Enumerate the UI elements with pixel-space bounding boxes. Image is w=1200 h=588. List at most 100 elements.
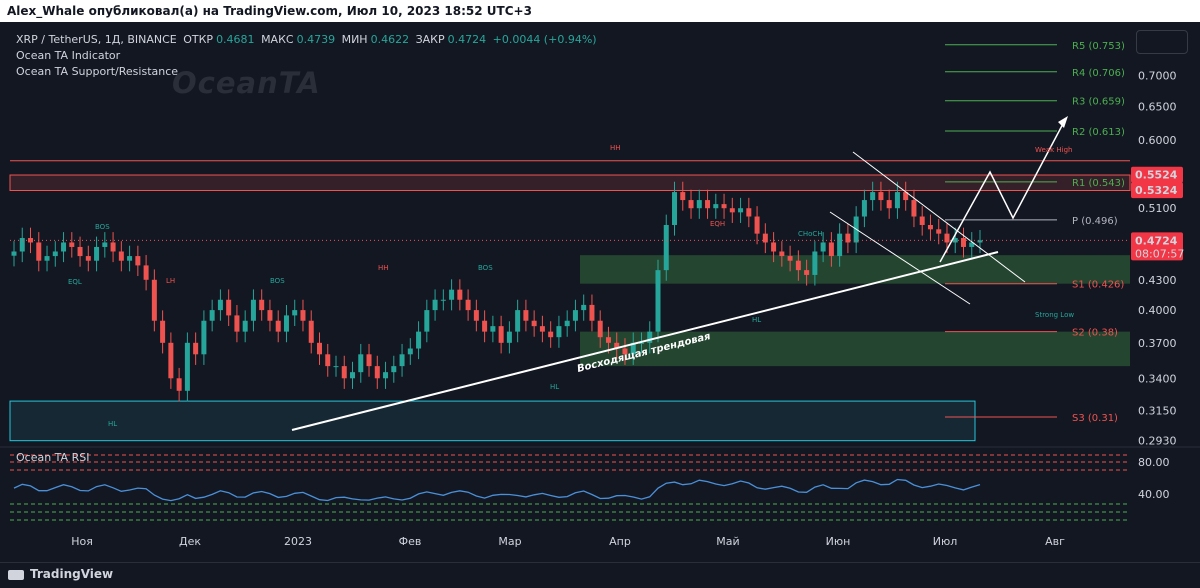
candle-body <box>283 315 289 332</box>
candle-body <box>927 224 933 230</box>
candle-body <box>886 200 892 209</box>
legend-indicator-1[interactable]: Ocean TA Indicator <box>16 49 121 62</box>
price-tick: 0.4000 <box>1138 304 1177 317</box>
price-tick: 0.5100 <box>1138 202 1177 215</box>
tradingview-logo-icon <box>8 569 24 580</box>
candle-body <box>861 200 867 217</box>
candle-body <box>878 192 884 201</box>
candle-body <box>193 342 199 355</box>
candle-body <box>820 242 826 252</box>
legend-low-value: 0.4622 <box>370 33 410 46</box>
candle-body <box>787 256 793 261</box>
channel-line <box>852 151 1026 283</box>
candle-body <box>383 372 389 379</box>
candle-body <box>746 208 752 217</box>
footer-brand: TradingView <box>30 567 114 581</box>
candle-body <box>424 310 430 332</box>
candle-body <box>688 200 694 209</box>
legend-high-value: 0.4739 <box>296 33 336 46</box>
legend-low-label: МИН <box>341 33 368 46</box>
candle-body <box>647 331 653 343</box>
price-tick: 0.3700 <box>1138 337 1177 350</box>
zones-layer <box>9 160 1131 442</box>
rsi-tick: 80.00 <box>1138 456 1170 469</box>
candle-body <box>779 251 785 257</box>
candle-body <box>44 256 50 261</box>
structure-label: EQH <box>710 220 725 228</box>
structure-label: BOS <box>95 223 110 231</box>
candle-body <box>490 326 496 332</box>
candle-body <box>209 310 215 321</box>
candle-body <box>325 354 331 367</box>
candle-body <box>721 204 727 209</box>
legend-open-value: 0.4681 <box>216 33 255 46</box>
candle-body <box>358 354 364 373</box>
price-tick: 0.6500 <box>1138 100 1177 113</box>
candle-body <box>589 304 595 321</box>
pivot-label: R1 (0.543) <box>1072 178 1125 189</box>
candle-body <box>11 251 17 256</box>
candle-body <box>135 256 141 266</box>
candle-body <box>52 251 58 257</box>
rsi-line <box>13 478 981 502</box>
candle-body <box>77 246 83 257</box>
time-tick: 2023 <box>284 535 312 548</box>
candle-body <box>977 240 983 243</box>
candle-body <box>374 366 380 379</box>
candle-body <box>184 342 190 391</box>
candle-body <box>614 342 620 349</box>
candle-body <box>705 200 711 209</box>
rsi-label[interactable]: Ocean TA RSI <box>16 451 90 464</box>
legend-indicator-2[interactable]: Ocean TA Support/Resistance <box>16 65 179 78</box>
candle-body <box>416 331 422 349</box>
tradingview-logo[interactable]: TradingView <box>8 567 113 581</box>
candle-body <box>762 233 768 243</box>
candle-body <box>837 233 843 257</box>
price-tick: 0.6000 <box>1138 134 1177 147</box>
legend-close-value: 0.4724 <box>447 33 487 46</box>
structure-label: CHoCH <box>798 230 823 238</box>
candle-body <box>102 242 108 247</box>
price-tag-bg <box>1131 232 1183 261</box>
time-tick: Дек <box>179 535 201 548</box>
time-tick: Ноя <box>71 535 93 548</box>
candle-body <box>333 366 339 368</box>
candle-body <box>110 242 116 252</box>
candle-body <box>969 242 975 247</box>
candle-body <box>432 299 438 311</box>
candle-body <box>845 233 851 243</box>
time-tick: Июн <box>826 535 851 548</box>
strong-low-label: Strong Low <box>1035 311 1074 319</box>
pivot-label: R5 (0.753) <box>1072 41 1125 52</box>
projection-path <box>939 119 1066 263</box>
chart-control-box[interactable] <box>1136 30 1188 54</box>
candle-body <box>465 299 471 311</box>
legend-symbol: XRP / TetherUS, 1Д, BINANCE <box>16 33 177 46</box>
candle-body <box>234 315 240 332</box>
publisher-line: Alex_Whale опубликовал(а) на TradingView… <box>7 4 532 18</box>
candle-body <box>655 270 661 332</box>
zone-support <box>580 331 1130 367</box>
time-tick: Мар <box>498 535 521 548</box>
candle-body <box>638 342 644 344</box>
candle-body <box>316 342 322 355</box>
candle-body <box>250 299 256 321</box>
candle-body <box>523 310 529 321</box>
candle-body <box>605 337 611 343</box>
candle-body <box>275 320 281 332</box>
legend-high-label: МАКС <box>261 33 294 46</box>
legend-ohlc-line: XRP / TetherUS, 1Д, BINANCE ОТКР 0.4681 М… <box>16 32 600 48</box>
time-tick: Фев <box>399 535 422 548</box>
candle-body <box>911 200 917 217</box>
structure-label: BOS <box>270 277 285 285</box>
legend-change: +0.0044 (+0.94%) <box>492 33 597 46</box>
rsi-tick: 40.00 <box>1138 488 1170 501</box>
candle-body <box>201 320 207 355</box>
time-tick: Май <box>716 535 739 548</box>
candle-body <box>870 192 876 201</box>
price-tag-value: 0.5524 <box>1135 169 1178 182</box>
candle-body <box>259 299 265 311</box>
candle-body <box>936 229 942 234</box>
footer-bar: TradingView <box>0 562 1200 588</box>
